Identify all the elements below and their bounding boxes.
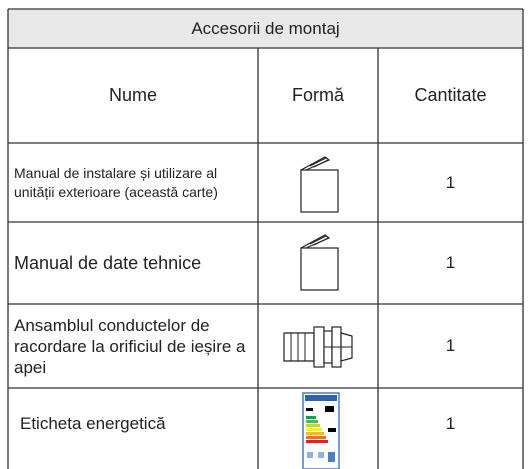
quantity-cell: 1 [445, 336, 456, 355]
booklet-icon [300, 156, 339, 213]
header-cell: Nume [108, 85, 157, 105]
booklet-icon [300, 234, 339, 291]
header-cell: Cantitate [414, 85, 487, 105]
name-cell: Manual de instalare și utilizare al unit… [14, 164, 218, 200]
header-cell: Formă [291, 85, 344, 105]
table-title: Accesorii de montaj [191, 18, 340, 38]
quantity-cell: 1 [445, 172, 456, 192]
name-cell: Manual de date tehnice [14, 252, 202, 273]
title-background [8, 9, 523, 48]
name-cell: Eticheta energetică [20, 413, 166, 433]
quantity-cell: 1 [445, 253, 456, 272]
quantity-cell: 1 [445, 413, 456, 433]
name-cell: Ansamblul conductelor de racordare la or… [14, 315, 246, 377]
energy-label-icon [302, 392, 340, 469]
coupling-icon [283, 326, 353, 368]
